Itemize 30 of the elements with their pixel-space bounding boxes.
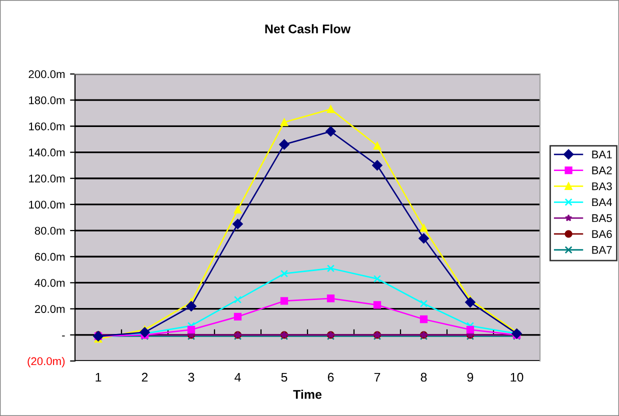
y-tick-label: 40.0m — [34, 278, 65, 287]
y-tick-label: 180.0m — [29, 96, 65, 104]
y-tick-label: 80.0m — [34, 226, 65, 235]
y-tick-label: 20.0m — [34, 305, 65, 313]
y-tick-label: 120.0m — [29, 174, 65, 182]
x-tick-label: 6 — [328, 372, 334, 382]
x-tick-label: 1 — [96, 372, 102, 382]
legend-label: BA6 — [592, 230, 612, 238]
y-tick-label: (20.0m) — [28, 356, 65, 368]
x-tick-label: 7 — [374, 372, 380, 382]
y-tick-label: 160.0m — [29, 122, 65, 130]
legend-label: BA7 — [592, 246, 612, 254]
x-tick-label: 2 — [142, 372, 148, 382]
x-tick-label: 4 — [234, 372, 241, 382]
x-tick-label: 3 — [188, 372, 194, 382]
legend-label: BA1 — [592, 150, 612, 158]
x-tick-label: 8 — [420, 372, 427, 382]
x-tick-label: 10 — [510, 372, 524, 382]
y-tick-label: 100.0m — [29, 200, 65, 209]
legend-label: BA3 — [592, 182, 612, 190]
legend-label: BA2 — [592, 166, 612, 174]
legend-label: BA4 — [592, 198, 612, 206]
y-tick-label: 60.0m — [34, 252, 65, 261]
y-tick-label: 140.0m — [29, 148, 65, 156]
y-tick-label: 200.0m — [28, 70, 65, 78]
chart-title: Net Cash Flow — [265, 24, 351, 34]
x-axis-title: Time — [293, 390, 322, 399]
x-tick-label: 9 — [467, 372, 474, 382]
x-tick-label: 5 — [281, 372, 288, 382]
legend-label: BA5 — [592, 214, 612, 222]
